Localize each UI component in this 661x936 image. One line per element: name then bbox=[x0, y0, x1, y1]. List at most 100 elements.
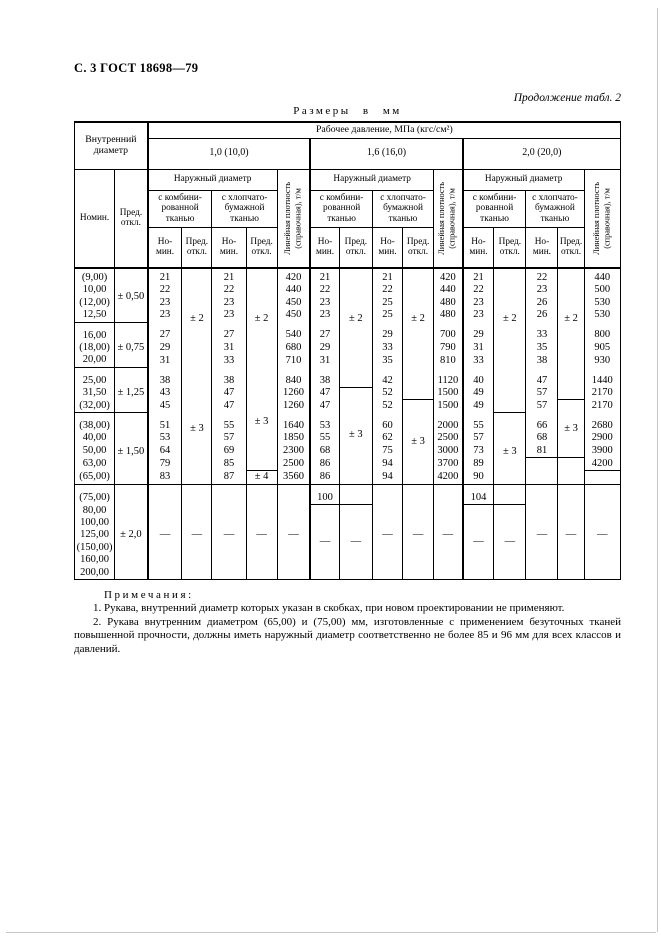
combined-deviation-cell: ± 2 bbox=[338, 268, 373, 368]
linear-density-cell: 420 bbox=[276, 268, 311, 285]
outer-diameter-cotton-cell: 62 bbox=[371, 432, 404, 445]
header-deviation-short: Пред. откл. bbox=[181, 226, 213, 269]
outer-diameter-cotton-cell: 38 bbox=[525, 354, 559, 368]
outer-diameter-cotton-cell: 27 bbox=[211, 322, 247, 343]
linear-density-cell: 1640 bbox=[276, 412, 311, 433]
linear-density-cell: 700 bbox=[433, 322, 464, 343]
table-row: 50,00 64 69 2300 68 75 3000 73 81 3900 bbox=[73, 444, 622, 459]
combined-deviation-cell: ± 2 bbox=[181, 268, 213, 368]
inner-diameter-cell: 10,00 bbox=[73, 284, 116, 297]
outer-diameter-combined-cell: 22 bbox=[461, 284, 495, 297]
outer-diameter-combined-cell: 104 bbox=[461, 484, 495, 506]
header-nominal: Номин. bbox=[73, 168, 116, 269]
outer-diameter-cotton-cell: 47 bbox=[211, 387, 247, 400]
outer-diameter-cotton-cell: 23 bbox=[525, 284, 559, 297]
inner-diameter-cell: 16,00 bbox=[73, 322, 116, 343]
inner-diameter-cell: 25,00 bbox=[73, 367, 116, 388]
inner-diameter-cell: (18,00) bbox=[73, 342, 116, 355]
linear-density-vertical-text: Линейная плотность (справочная), т/м bbox=[282, 181, 303, 255]
outer-diameter-cotton-cell: 66 bbox=[525, 412, 559, 433]
outer-diameter-cotton-cell: 38 bbox=[211, 367, 247, 388]
header-deviation-short: Пред. откл. bbox=[245, 226, 278, 269]
cotton-deviation-cell: ± 2 bbox=[557, 268, 585, 368]
table-row: Но- мин. Пред. откл. Но- мин. Пред. откл… bbox=[75, 226, 621, 269]
inner-diameter-cell: (9,00) bbox=[73, 268, 116, 285]
outer-diameter-combined-cell: 79 bbox=[146, 457, 183, 471]
outer-diameter-combined-cell: 23 bbox=[461, 309, 495, 323]
combined-deviation-cell: ± 3 bbox=[181, 367, 213, 485]
header-nominal-short: Но- мин. bbox=[146, 226, 183, 269]
linear-density-cell: 420 bbox=[433, 268, 464, 285]
outer-diameter-combined-cell: 51 bbox=[146, 412, 183, 433]
outer-diameter-cotton-cell: 26 bbox=[525, 296, 559, 310]
header-cotton-fabric: с хлопчато- бумажной тканью bbox=[211, 189, 278, 228]
table-row: 200,00 bbox=[73, 566, 621, 580]
linear-density-cell: 450 bbox=[276, 296, 311, 310]
notes-section: Примечания: 1. Рукава, внутренний диамет… bbox=[74, 589, 621, 656]
combined-deviation-cell: ± 3 bbox=[338, 387, 373, 485]
outer-diameter-combined-cell: — bbox=[309, 504, 340, 580]
linear-density-cell: 480 bbox=[433, 296, 464, 310]
combined-deviation-cell: — bbox=[181, 484, 213, 580]
header-deviation-short: Пред. откл. bbox=[402, 226, 435, 269]
header-cotton-fabric: с хлопчато- бумажной тканью bbox=[371, 189, 435, 228]
outer-diameter-cotton-cell: 55 bbox=[211, 412, 247, 433]
table-row: (18,00) 29 31 680 29 33 790 31 35 905 bbox=[73, 342, 622, 355]
outer-diameter-cotton-cell: 81 bbox=[525, 444, 559, 459]
table-row: 31,50 43 47 1260 47 ± 3 52 1500 49 57 21… bbox=[73, 387, 622, 485]
table-row: 100,00 bbox=[73, 516, 621, 530]
outer-diameter-combined-cell: 22 bbox=[309, 284, 340, 297]
linear-density-cell: 1850 bbox=[276, 432, 311, 445]
linear-density-cell: 800 bbox=[583, 322, 622, 343]
combined-deviation-cell: — bbox=[338, 504, 373, 580]
table-row: (150,00) bbox=[73, 541, 621, 555]
outer-diameter-cotton-cell: 68 bbox=[525, 432, 559, 445]
outer-diameter-combined-cell: 27 bbox=[146, 322, 183, 343]
linear-density-cell: 440 bbox=[583, 268, 622, 285]
inner-diameter-cell: 100,00 bbox=[73, 516, 116, 530]
table-row: (12,00) 23 23 450 23 25 480 23 26 530 bbox=[73, 296, 622, 310]
linear-density-cell: 3560 bbox=[276, 470, 311, 485]
inner-diameter-cell: 31,50 bbox=[73, 387, 116, 400]
table-row: 63,00 79 85 2500 86 94 3700 89 4200 bbox=[73, 457, 622, 485]
table-row: (65,00) 83 87 ± 4 3560 86 94 4200 90 bbox=[73, 470, 622, 485]
empty-cell bbox=[525, 457, 559, 485]
combined-deviation-cell: ± 2 bbox=[493, 268, 527, 368]
page-content: С. 3 ГОСТ 18698—79 Продолжение табл. 2 Р… bbox=[73, 0, 622, 656]
linear-density-cell: 4200 bbox=[583, 457, 622, 472]
empty-cell bbox=[557, 457, 585, 485]
linear-density-cell: 2300 bbox=[276, 444, 311, 458]
note-item: 2. Рукава внутренним диаметром (65,00) и… bbox=[74, 615, 621, 655]
outer-diameter-cotton-cell: 52 bbox=[371, 399, 404, 413]
table-row: 80,00 — — — — bbox=[73, 504, 621, 580]
outer-diameter-combined-cell: 31 bbox=[146, 354, 183, 368]
outer-diameter-combined-cell: 29 bbox=[461, 322, 495, 343]
header-outer-diameter: Наружный диаметр bbox=[309, 168, 435, 191]
inner-diameter-cell: (12,00) bbox=[73, 296, 116, 310]
outer-diameter-combined-cell: 83 bbox=[146, 470, 183, 485]
header-linear-density: Линейная плотность (справочная), т/м bbox=[583, 168, 622, 269]
outer-diameter-combined-cell: 47 bbox=[309, 399, 340, 413]
cotton-deviation-cell: — bbox=[402, 484, 435, 580]
outer-diameter-cotton-cell: 29 bbox=[371, 322, 404, 343]
inner-diameter-cell: (150,00) bbox=[73, 541, 116, 555]
outer-diameter-combined-cell: 49 bbox=[461, 399, 495, 413]
inner-diameter-cell: 63,00 bbox=[73, 457, 116, 471]
inner-diameter-cell: 160,00 bbox=[73, 554, 116, 567]
header-linear-density: Линейная плотность (справочная), т/м bbox=[276, 168, 311, 269]
outer-diameter-combined-cell: 29 bbox=[146, 342, 183, 355]
cotton-deviation-cell: — bbox=[557, 484, 585, 580]
linear-density-cell: 440 bbox=[433, 284, 464, 297]
inner-diameter-cell: 125,00 bbox=[73, 529, 116, 542]
inner-deviation-cell: ± 2,0 bbox=[114, 484, 149, 580]
cotton-deviation-cell: ± 3 bbox=[402, 399, 435, 485]
linear-density-cell: 3900 bbox=[583, 444, 622, 458]
cotton-deviation-cell: ± 4 bbox=[245, 470, 278, 485]
linear-density-cell: 2500 bbox=[276, 457, 311, 471]
linear-density-cell: 930 bbox=[583, 354, 622, 368]
outer-diameter-cotton-cell: 25 bbox=[371, 296, 404, 310]
header-nominal-short: Но- мин. bbox=[525, 226, 559, 269]
linear-density-cell: 530 bbox=[583, 296, 622, 310]
outer-diameter-cotton-cell: 85 bbox=[211, 457, 247, 471]
outer-diameter-combined-cell: 73 bbox=[461, 444, 495, 458]
